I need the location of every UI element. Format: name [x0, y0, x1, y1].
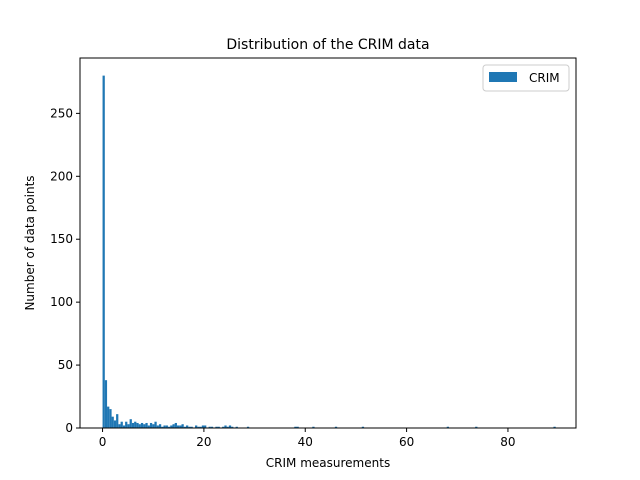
histogram-bar-19: [145, 422, 148, 428]
x-tick-label-0: 0: [99, 435, 107, 449]
histogram-bar-61: [446, 426, 449, 428]
histogram-bar-60: [361, 426, 365, 428]
histogram-bar-48: [217, 426, 220, 428]
x-tick-label-4: 80: [500, 435, 515, 449]
x-tick-label-3: 60: [399, 435, 414, 449]
histogram-bar-22: [152, 424, 155, 428]
histogram-bar-3: [109, 409, 112, 428]
histogram-bar-30: [170, 425, 173, 428]
histogram-bar-44: [204, 425, 207, 428]
histogram-bar-62: [475, 426, 478, 428]
histogram-bar-13: [131, 422, 135, 428]
histogram-bar-47: [215, 426, 218, 428]
histogram-bar-21: [149, 422, 153, 428]
histogram-bar-20: [147, 425, 150, 428]
histogram-bar-43: [201, 425, 205, 428]
chart-title: Distribution of the CRIM data: [226, 37, 429, 53]
histogram-bar-15: [136, 422, 139, 428]
histogram-bar-28: [165, 425, 168, 428]
y-tick-label-3: 150: [50, 232, 73, 246]
histogram-bar-31: [172, 424, 175, 428]
histogram-bar-23: [154, 421, 157, 428]
histogram-bar-25: [158, 424, 162, 428]
plot-area-frame: [79, 57, 577, 429]
histogram-bar-27: [163, 425, 166, 428]
histogram-bar-54: [235, 426, 238, 428]
x-tick-label-2: 40: [298, 435, 313, 449]
histogram-bar-18: [143, 424, 146, 428]
histogram-bar-33: [176, 425, 180, 428]
x-tick-label-1: 20: [196, 435, 211, 449]
histogram-bar-1: [104, 380, 108, 428]
histogram-bar-39: [190, 426, 193, 428]
histogram-bar-35: [181, 424, 184, 428]
x-axis-label: CRIM measurements: [266, 456, 390, 470]
histogram-bar-50: [224, 425, 227, 428]
y-tick-label-0: 0: [65, 421, 73, 435]
histogram-bar-34: [179, 425, 182, 428]
y-tick-label-5: 250: [50, 106, 73, 120]
histogram-bar-0: [102, 75, 105, 429]
histogram-bar-32: [174, 422, 177, 428]
histogram-bar-24: [156, 425, 159, 428]
histogram-bar-14: [134, 421, 137, 428]
x-axis-ticks: 0 20 40 60 80: [99, 428, 516, 449]
histogram-bar-26: [161, 426, 164, 428]
histogram-bar-36: [183, 426, 186, 428]
y-tick-label-2: 100: [50, 295, 73, 309]
histogram-bar-41: [197, 426, 200, 428]
y-tick-label-1: 50: [58, 358, 73, 372]
histogram-bar-55: [246, 426, 250, 428]
histogram-bar-51: [226, 426, 229, 428]
histogram-bar-57: [296, 426, 299, 428]
histogram-bar-46: [210, 426, 214, 428]
histogram-bar-56: [294, 426, 297, 428]
histogram-bar-2: [107, 406, 110, 428]
histogram-bar-10: [125, 421, 128, 428]
histogram-bar-42: [199, 426, 202, 428]
histogram-bar-59: [334, 426, 338, 428]
histogram-bar-11: [127, 424, 130, 428]
legend: CRIM: [482, 64, 570, 92]
histogram-bar-37: [186, 425, 189, 428]
legend-label: CRIM: [529, 71, 560, 85]
y-axis-ticks: 0 50 100 150 200 250: [50, 106, 80, 435]
histogram-bar-52: [228, 425, 232, 428]
histogram-bar-49: [222, 426, 225, 428]
histogram-bar-45: [208, 426, 211, 428]
y-axis-label: Number of data points: [23, 175, 37, 310]
histogram-bar-38: [188, 426, 191, 428]
histogram-bar-17: [140, 422, 144, 428]
histogram-bar-5: [113, 420, 117, 428]
histogram-bar-12: [129, 419, 132, 428]
histogram-bar-9: [122, 425, 126, 428]
histogram-bar-29: [167, 426, 171, 428]
histogram-bar-8: [120, 421, 123, 428]
bars-group: [102, 75, 556, 429]
histogram-bar-4: [111, 416, 114, 428]
histogram-bar-53: [231, 426, 234, 428]
histogram-bar-7: [118, 424, 121, 428]
histogram-bar-58: [312, 426, 315, 428]
histogram-bar-16: [138, 424, 141, 428]
legend-frame: [482, 64, 570, 92]
histogram-bar-6: [116, 414, 119, 428]
legend-swatch: [489, 72, 517, 82]
histogram-bar-63: [553, 426, 556, 428]
histogram-bar-40: [195, 425, 198, 428]
y-tick-label-4: 200: [50, 169, 73, 183]
